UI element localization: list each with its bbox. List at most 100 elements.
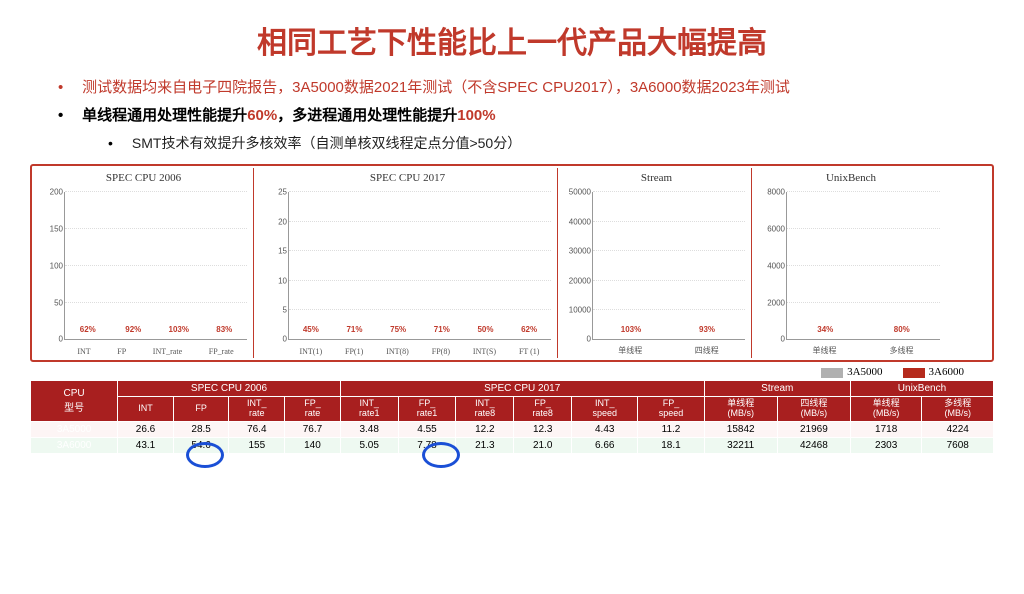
table-cell: 155 (229, 438, 285, 454)
chart-legend: 3A5000 3A6000 (30, 366, 964, 378)
table-cell: 12.2 (456, 422, 514, 438)
slide-title: 相同工艺下性能比上一代产品大幅提高 (30, 18, 994, 62)
table-col-header: INT_ speed (572, 397, 638, 422)
x-label: FT (1) (519, 347, 540, 356)
pct-label: 103% (621, 325, 641, 334)
table-cell: 11.2 (638, 422, 704, 438)
table-cell: 21.0 (514, 438, 572, 454)
bullet-list: • 测试数据均来自电子四院报告，3A5000数据2021年测试（不含SPEC C… (58, 76, 994, 154)
table-cell: 26.6 (118, 422, 174, 438)
y-tick: 10 (261, 276, 287, 285)
x-label: 多线程 (890, 345, 914, 356)
y-tick: 0 (37, 335, 63, 344)
legend-swatch-a (821, 368, 843, 378)
slide: 相同工艺下性能比上一代产品大幅提高 • 测试数据均来自电子四院报告，3A5000… (0, 0, 1024, 454)
legend-b: 3A6000 (903, 366, 964, 378)
table-col-header: FP_ rate1 (398, 397, 456, 422)
y-tick: 25 (261, 188, 287, 197)
table-cell: 21.3 (456, 438, 514, 454)
x-label: INT(8) (386, 347, 409, 356)
y-tick: 0 (759, 335, 785, 344)
chart-panel: SPEC CPU 200605010015020062%92%103%83%IN… (34, 168, 254, 358)
y-tick: 50 (37, 298, 63, 307)
bullet-2a: 单线程通用处理性能提升 (82, 107, 247, 124)
y-tick: 15 (261, 247, 287, 256)
x-labels: 单线程四线程 (592, 345, 745, 356)
table-cell: 4224 (922, 422, 994, 438)
plot-inner: 01000020000300004000050000103%93% (592, 192, 745, 340)
chart-title: SPEC CPU 2006 (36, 172, 251, 184)
table-group-header: SPEC CPU 2006 (118, 381, 341, 397)
table-corner: CPU 型号 (31, 381, 118, 422)
chart-panel: SPEC CPU 2017051015202545%71%75%71%50%62… (258, 168, 558, 358)
x-labels: INT(1)FP(1)INT(8)FP(8)INT(S)FT (1) (288, 347, 551, 356)
table-cell: 21969 (777, 422, 850, 438)
y-tick: 6000 (759, 225, 785, 234)
x-label: FP_rate (209, 347, 234, 356)
bullet-icon: • (58, 76, 78, 100)
table-cell: 1718 (850, 422, 921, 438)
bars-area: 62% 92% 103% 83% (65, 192, 247, 339)
x-label: 单线程 (813, 345, 837, 356)
pct-label: 83% (216, 325, 232, 334)
table-cell: 7.78 (398, 438, 456, 454)
bullet-1-text: 测试数据均来自电子四院报告，3A5000数据2021年测试（不含SPEC CPU… (82, 79, 790, 96)
chart-title: SPEC CPU 2017 (260, 172, 555, 184)
table-cell: 3.48 (340, 422, 398, 438)
bars-area: 103%93% (593, 192, 745, 339)
table-cell: 2303 (850, 438, 921, 454)
table-col-header: FP (173, 397, 229, 422)
y-tick: 5 (261, 306, 287, 315)
y-tick: 2000 (759, 298, 785, 307)
row-name: 3A6000 (31, 438, 118, 454)
legend-a: 3A5000 (821, 366, 882, 378)
pct-label: 62% (80, 325, 96, 334)
table-group-header: Stream (704, 381, 850, 397)
y-tick: 0 (261, 335, 287, 344)
table-col-header: FP_ speed (638, 397, 704, 422)
sub-bullet: • SMT技术有效提升多核效率（自测单核双线程定点分值>50分） (108, 132, 994, 154)
table-cell: 4.55 (398, 422, 456, 438)
bullet-icon: • (108, 132, 128, 154)
pct-label: 62% (521, 325, 537, 334)
y-tick: 30000 (565, 247, 591, 256)
table-col-header: INT_ rate1 (340, 397, 398, 422)
legend-swatch-b (903, 368, 925, 378)
chart-title: UnixBench (758, 172, 944, 184)
x-label: 单线程 (618, 345, 642, 356)
table-col-header: 多线程 (MB/s) (922, 397, 994, 422)
table-cell: 76.4 (229, 422, 285, 438)
plot-inner: 05010015020062%92%103%83% (64, 192, 247, 340)
table-col-header: 单线程 (MB/s) (850, 397, 921, 422)
bars-area: 45%71%75%71%50%62% (289, 192, 551, 339)
table-col-header: 四线程 (MB/s) (777, 397, 850, 422)
chart-panel: UnixBench0200040006000800034%80%单线程多线程 (756, 168, 946, 358)
table-col-header: 单线程 (MB/s) (704, 397, 777, 422)
pct-label: 92% (125, 325, 141, 334)
table-col-header: FP_ rate8 (514, 397, 572, 422)
data-table-wrap: CPU 型号SPEC CPU 2006SPEC CPU 2017StreamUn… (30, 380, 994, 454)
x-labels: INTFPINT_rateFP_rate (64, 347, 247, 356)
table-row: 3A500026.628.576.476.73.484.5512.212.34.… (31, 422, 994, 438)
bullet-icon: • (58, 104, 78, 128)
table-cell: 15842 (704, 422, 777, 438)
y-tick: 40000 (565, 217, 591, 226)
chart-plot: 051015202545%71%75%71%50%62%INT(1)FP(1)I… (260, 186, 555, 356)
x-label: FP(8) (432, 347, 450, 356)
pct-label: 103% (169, 325, 189, 334)
y-tick: 8000 (759, 188, 785, 197)
table-group-header: UnixBench (850, 381, 993, 397)
bullet-2-pct1: 60% (247, 107, 277, 124)
table-cell: 7608 (922, 438, 994, 454)
y-tick: 10000 (565, 306, 591, 315)
table-row: 3A600043.154.61551405.057.7821.321.06.66… (31, 438, 994, 454)
bullet-2b: ，多进程通用处理性能提升 (277, 107, 457, 124)
pct-label: 80% (894, 325, 910, 334)
table-cell: 18.1 (638, 438, 704, 454)
table-col-header: INT_ rate (229, 397, 285, 422)
x-label: INT_rate (153, 347, 182, 356)
table-cell: 12.3 (514, 422, 572, 438)
chart-plot: 0200040006000800034%80%单线程多线程 (758, 186, 944, 356)
table-col-header: INT_ rate8 (456, 397, 514, 422)
table-cell: 4.43 (572, 422, 638, 438)
